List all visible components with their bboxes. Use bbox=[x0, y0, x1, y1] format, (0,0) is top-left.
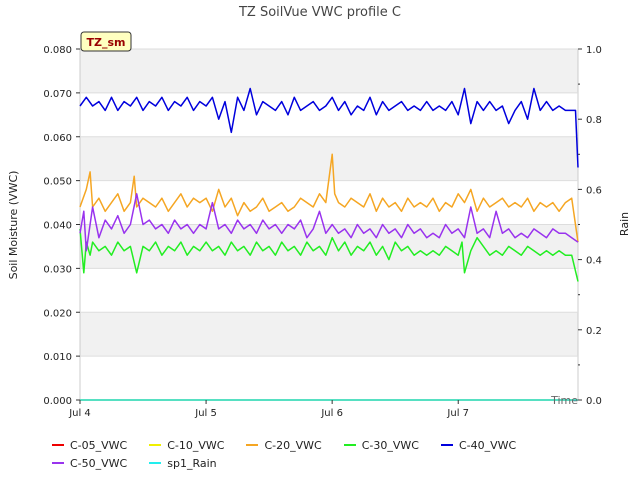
plot-background-bands bbox=[80, 49, 578, 357]
x-axis-label: Time bbox=[550, 394, 578, 407]
y-tick-label: 0.000 bbox=[43, 396, 72, 407]
x-tick-label: Jul 5 bbox=[194, 408, 217, 419]
legend-swatch bbox=[52, 462, 64, 464]
site-badge: TZ_sm bbox=[80, 31, 132, 52]
y-tick-label: 0.040 bbox=[43, 221, 72, 232]
legend-item-c-05-vwc: C-05_VWC bbox=[52, 436, 127, 454]
series-line-c-40-vwc bbox=[79, 87, 579, 168]
x-tick-label: Jul 4 bbox=[68, 408, 91, 419]
series-line-c-20-vwc bbox=[79, 153, 579, 243]
series-line-c-50-vwc bbox=[79, 193, 579, 252]
y2-tick-label: 1.0 bbox=[586, 45, 602, 56]
legend-swatch bbox=[149, 444, 162, 446]
legend: C-05_VWC C-10_VWC C-20_VWC C-30_VWC C-40_VWC… bbox=[52, 436, 632, 472]
legend-swatch bbox=[149, 462, 162, 464]
y-axis-ticks: 0.000 0.010 0.020 0.030 0.040 0.050 0.060 0.070… bbox=[43, 45, 80, 407]
legend-label: C-40_VWC bbox=[458, 438, 517, 452]
grid-band bbox=[80, 49, 578, 93]
legend-label: C-05_VWC bbox=[70, 438, 128, 452]
y2-tick-label: 0.4 bbox=[586, 256, 602, 267]
legend-item-c-10-vwc: C-10_VWC bbox=[149, 436, 224, 454]
x-tick-label: Jul 7 bbox=[446, 408, 469, 419]
y2-tick-label: 0.6 bbox=[586, 185, 602, 196]
series-line-c-30-vwc bbox=[79, 228, 579, 282]
legend-item-sp1-rain: sp1_Rain bbox=[149, 454, 217, 472]
y-tick-label: 0.020 bbox=[43, 308, 72, 319]
series-layer bbox=[79, 87, 579, 401]
legend-swatch bbox=[52, 444, 64, 446]
x-tick-label: Jul 6 bbox=[320, 408, 343, 419]
chart-title: TZ SoilVue VWC profile C bbox=[238, 5, 401, 20]
legend-label: sp1_Rain bbox=[167, 456, 217, 470]
legend-item-c-40-vwc: C-40_VWC bbox=[440, 436, 517, 454]
legend-swatch bbox=[440, 444, 453, 446]
y2-axis-ticks: 0.0 0.2 0.4 0.6 0.8 1.0 bbox=[578, 45, 602, 407]
y2-tick-label: 0.8 bbox=[586, 115, 602, 126]
y-tick-label: 0.030 bbox=[43, 264, 72, 275]
site-badge-label: TZ_sm bbox=[87, 36, 126, 49]
legend-label: C-50_VWC bbox=[70, 456, 128, 470]
y-tick-label: 0.050 bbox=[43, 177, 72, 188]
legend-label: C-20_VWC bbox=[264, 438, 322, 452]
y-tick-label: 0.010 bbox=[43, 352, 72, 363]
grid-band bbox=[80, 312, 578, 357]
y-axis-label: Soil Moisture (VWC) bbox=[7, 171, 20, 280]
y-tick-label: 0.060 bbox=[43, 133, 72, 144]
legend-item-c-20-vwc: C-20_VWC bbox=[246, 436, 322, 454]
y2-tick-label: 0.2 bbox=[586, 326, 602, 337]
y2-tick-label: 0.0 bbox=[586, 396, 602, 407]
y2-axis-label: Rain bbox=[618, 212, 631, 236]
y-tick-label: 0.070 bbox=[43, 89, 72, 100]
legend-swatch bbox=[343, 444, 356, 446]
legend-label: C-30_VWC bbox=[361, 438, 419, 452]
legend-swatch bbox=[246, 444, 259, 446]
y-tick-label: 0.080 bbox=[43, 45, 72, 56]
legend-item-c-30-vwc: C-30_VWC bbox=[343, 436, 419, 454]
legend-label: C-10_VWC bbox=[167, 438, 225, 452]
x-axis-ticks: Jul 4 Jul 5 Jul 6 Jul 7 bbox=[68, 400, 469, 419]
legend-item-c-50-vwc: C-50_VWC bbox=[52, 454, 127, 472]
